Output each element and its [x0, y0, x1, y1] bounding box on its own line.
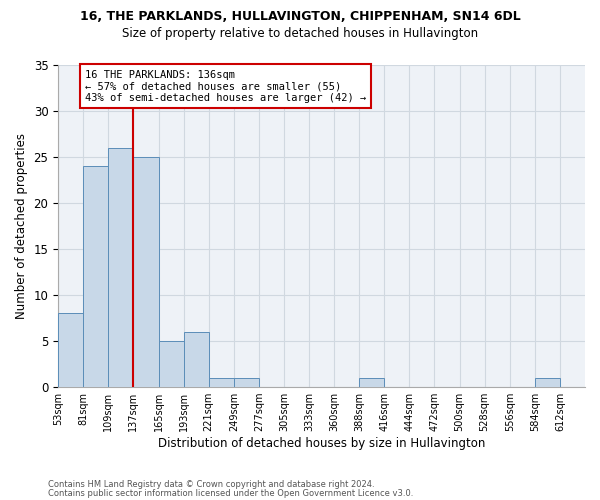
Bar	[535, 378, 560, 387]
Text: Size of property relative to detached houses in Hullavington: Size of property relative to detached ho…	[122, 28, 478, 40]
Text: 16 THE PARKLANDS: 136sqm
← 57% of detached houses are smaller (55)
43% of semi-d: 16 THE PARKLANDS: 136sqm ← 57% of detach…	[85, 70, 366, 103]
Bar	[109, 148, 133, 387]
Bar	[209, 378, 234, 387]
Bar	[184, 332, 209, 387]
Bar	[234, 378, 259, 387]
Bar	[158, 341, 184, 387]
Y-axis label: Number of detached properties: Number of detached properties	[15, 133, 28, 319]
X-axis label: Distribution of detached houses by size in Hullavington: Distribution of detached houses by size …	[158, 437, 485, 450]
Bar	[359, 378, 384, 387]
Bar	[58, 314, 83, 387]
Text: 16, THE PARKLANDS, HULLAVINGTON, CHIPPENHAM, SN14 6DL: 16, THE PARKLANDS, HULLAVINGTON, CHIPPEN…	[80, 10, 520, 23]
Bar	[83, 166, 109, 387]
Text: Contains public sector information licensed under the Open Government Licence v3: Contains public sector information licen…	[48, 489, 413, 498]
Text: Contains HM Land Registry data © Crown copyright and database right 2024.: Contains HM Land Registry data © Crown c…	[48, 480, 374, 489]
Bar	[133, 157, 158, 387]
